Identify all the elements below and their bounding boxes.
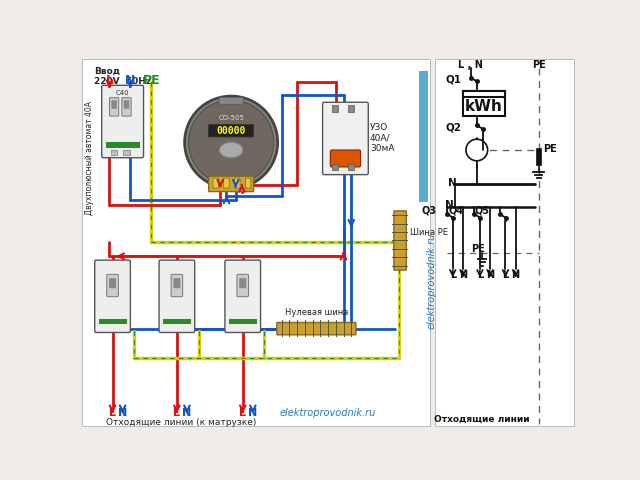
FancyBboxPatch shape — [122, 97, 131, 116]
FancyBboxPatch shape — [124, 150, 129, 155]
Text: PE: PE — [143, 74, 160, 87]
Text: N: N — [118, 408, 127, 419]
Text: L: L — [239, 408, 246, 419]
Text: kWh: kWh — [465, 98, 502, 114]
Text: N: N — [448, 178, 457, 188]
Text: Q5: Q5 — [474, 206, 489, 216]
Text: Q1: Q1 — [446, 75, 462, 85]
FancyBboxPatch shape — [124, 100, 129, 109]
FancyBboxPatch shape — [111, 150, 117, 155]
Text: N: N — [445, 201, 454, 210]
FancyBboxPatch shape — [109, 278, 116, 288]
Text: N: N — [248, 408, 257, 419]
FancyBboxPatch shape — [109, 97, 119, 116]
Text: PE: PE — [532, 60, 546, 70]
FancyBboxPatch shape — [171, 275, 182, 297]
FancyBboxPatch shape — [106, 142, 140, 148]
FancyBboxPatch shape — [102, 85, 143, 158]
FancyBboxPatch shape — [163, 319, 191, 324]
Text: N: N — [182, 408, 191, 419]
Text: Q3: Q3 — [422, 206, 436, 216]
Text: N: N — [459, 270, 467, 280]
Text: elektroprovodnik.ru: elektroprovodnik.ru — [280, 408, 376, 419]
Text: PE: PE — [472, 243, 485, 253]
FancyBboxPatch shape — [330, 150, 360, 167]
FancyBboxPatch shape — [463, 92, 505, 116]
FancyBboxPatch shape — [239, 278, 246, 288]
Text: C40: C40 — [116, 90, 129, 96]
FancyBboxPatch shape — [348, 164, 355, 170]
FancyBboxPatch shape — [536, 148, 541, 165]
Text: elektroprovodnik.ru: elektroprovodnik.ru — [426, 233, 436, 329]
Text: Отходящие линии: Отходящие линии — [435, 415, 530, 424]
FancyBboxPatch shape — [323, 102, 368, 175]
FancyBboxPatch shape — [209, 125, 253, 137]
Circle shape — [184, 96, 278, 189]
FancyBboxPatch shape — [209, 176, 253, 192]
Text: Двухполюсный автомат 40А: Двухполюсный автомат 40А — [84, 101, 94, 215]
FancyBboxPatch shape — [111, 100, 117, 109]
FancyBboxPatch shape — [332, 164, 338, 170]
Ellipse shape — [220, 142, 243, 158]
Text: PE: PE — [543, 144, 556, 154]
Text: 00000: 00000 — [216, 126, 246, 136]
FancyBboxPatch shape — [463, 92, 505, 97]
Text: Отходящие линии (к матрузке): Отходящие линии (к матрузке) — [106, 418, 256, 427]
Circle shape — [466, 139, 488, 161]
Text: L , N: L , N — [458, 60, 483, 70]
Text: N: N — [511, 270, 520, 280]
Text: L: L — [173, 408, 180, 419]
Circle shape — [189, 100, 274, 185]
FancyBboxPatch shape — [435, 59, 575, 426]
FancyBboxPatch shape — [159, 260, 195, 333]
Text: L: L — [502, 270, 509, 280]
Text: N: N — [486, 270, 494, 280]
FancyBboxPatch shape — [219, 97, 243, 104]
FancyBboxPatch shape — [394, 211, 406, 270]
Text: L: L — [477, 270, 483, 280]
FancyBboxPatch shape — [235, 178, 240, 188]
FancyBboxPatch shape — [348, 105, 355, 111]
FancyBboxPatch shape — [95, 260, 131, 333]
Text: Q4: Q4 — [449, 206, 463, 216]
Text: N: N — [125, 74, 136, 87]
Text: L: L — [450, 270, 456, 280]
FancyBboxPatch shape — [173, 278, 180, 288]
FancyBboxPatch shape — [225, 260, 260, 333]
Text: СО-505: СО-505 — [218, 115, 244, 120]
Text: УЗО
40А/
30мА: УЗО 40А/ 30мА — [370, 123, 394, 153]
FancyBboxPatch shape — [237, 275, 248, 297]
FancyBboxPatch shape — [81, 59, 430, 426]
FancyBboxPatch shape — [277, 323, 356, 335]
Text: Нулевая шина: Нулевая шина — [285, 308, 348, 317]
Text: L: L — [106, 74, 113, 87]
Text: Q2: Q2 — [446, 123, 462, 132]
Text: Ввод
220V  50Hz: Ввод 220V 50Hz — [94, 67, 151, 86]
FancyBboxPatch shape — [246, 178, 251, 188]
FancyBboxPatch shape — [332, 105, 338, 111]
Text: Шина PE: Шина PE — [410, 228, 448, 237]
FancyBboxPatch shape — [419, 72, 428, 203]
Text: L: L — [109, 408, 116, 419]
FancyBboxPatch shape — [229, 319, 257, 324]
FancyBboxPatch shape — [224, 178, 229, 188]
FancyBboxPatch shape — [107, 275, 118, 297]
FancyBboxPatch shape — [213, 178, 218, 188]
FancyBboxPatch shape — [99, 319, 127, 324]
